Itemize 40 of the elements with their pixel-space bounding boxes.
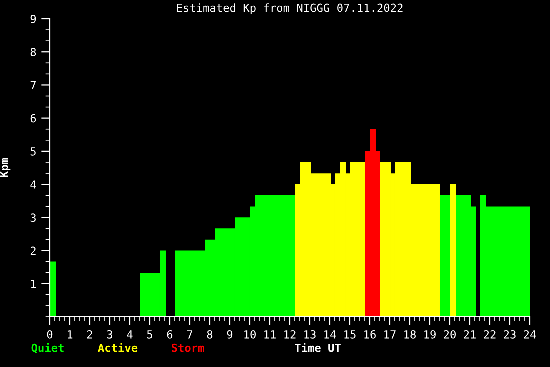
x-tick-label: 9 [227, 330, 233, 339]
x-tick-label: 20 [444, 330, 456, 339]
x-tick-label: 17 [384, 330, 396, 339]
y-tick-label: 4 [30, 180, 36, 189]
x-tick-label: 0 [47, 330, 53, 339]
chart-title: Estimated Kp from NIGGG 07.11.2022 [177, 4, 403, 14]
x-tick-label: 2 [87, 330, 92, 339]
x-tick-label: 21 [464, 330, 476, 339]
x-tick-label: 18 [404, 330, 416, 339]
x-tick-label: 6 [167, 330, 173, 339]
x-tick-label: 12 [284, 330, 296, 339]
y-tick-label: 5 [30, 148, 36, 156]
x-tick-label: 11 [264, 330, 276, 339]
text: Active [98, 343, 138, 352]
x-tick-label: 22 [484, 330, 496, 339]
x-tick-label: 7 [187, 330, 193, 339]
y-tick-label: 8 [30, 48, 36, 57]
x-tick-label: 23 [504, 330, 516, 339]
text: Quiet [32, 343, 64, 354]
x-tick-label: 19 [424, 330, 436, 339]
x-tick-label: 8 [207, 330, 213, 339]
y-tick-label: 9 [30, 15, 36, 24]
x-tick-label: 15 [344, 330, 356, 339]
x-axis-title: Time UT [295, 343, 341, 352]
y-tick-label: 6 [30, 114, 36, 123]
y-tick-label: 3 [30, 214, 36, 222]
x-tick-label: 13 [304, 330, 316, 339]
x-tick-label: 4 [127, 330, 133, 339]
x-tick-label: 3 [107, 330, 113, 339]
x-tick-label: 1 [68, 330, 73, 339]
text: Storm [172, 344, 204, 352]
x-tick-label: 14 [324, 330, 336, 339]
y-tick-label: 1 [31, 280, 36, 288]
x-tick-label: 10 [244, 330, 256, 339]
y-tick-label: 2 [30, 246, 36, 256]
x-tick-label: 5 [147, 330, 152, 339]
x-tick-label: 24 [524, 330, 536, 339]
x-tick-label: 16 [364, 330, 376, 339]
y-tick-label: 7 [30, 81, 36, 90]
y-axis-title: Kpm [0, 158, 11, 178]
